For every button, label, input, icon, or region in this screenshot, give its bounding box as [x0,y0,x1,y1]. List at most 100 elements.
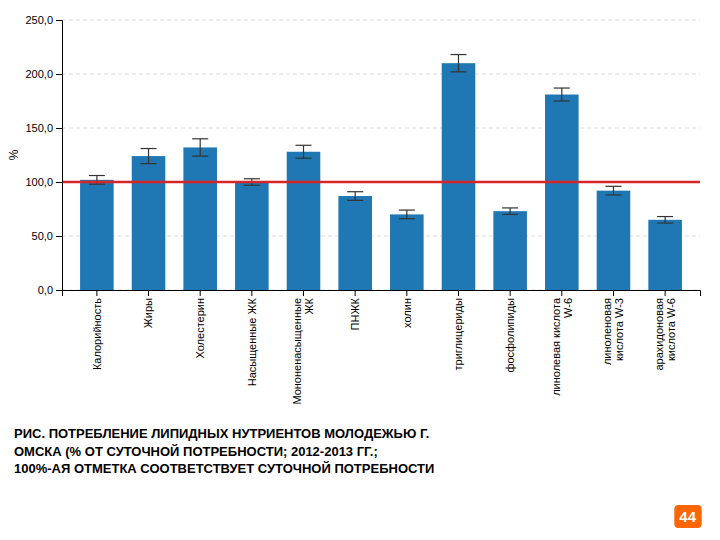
error-bar [192,139,208,156]
x-tick-label-line: W-6 [562,298,574,318]
y-tick-mark [56,74,62,75]
caption-line: РИС. ПОТРЕБЛЕНИЕ ЛИПИДНЫХ НУТРИЕНТОВ МОЛ… [14,426,429,441]
x-tick-label: ПНЖК [349,297,361,330]
x-tick: Жиры [142,290,154,328]
error-bar [657,217,673,223]
error-line [148,149,149,164]
x-tick-mark [200,290,201,296]
error-cap [244,178,260,179]
bar [287,152,321,290]
reference-line [62,181,700,184]
error-line [458,55,459,72]
x-axis: Калорийность Жиры Холестерин Насыщенные ЖК М… [63,290,701,405]
x-tick-label: арахидоноваякислота W-6 [653,298,677,371]
error-cap [399,209,415,210]
y-tick-label: 250,0 [25,14,53,26]
y-tick-mark [56,290,62,291]
x-tick: Холестерин [194,290,206,359]
x-tick-label: Насыщенные ЖК [246,297,258,386]
grid-line [62,74,700,75]
error-cap [554,87,570,88]
x-tick-mark [251,290,252,296]
error-cap [141,163,157,164]
error-cap [450,54,466,55]
error-line [200,139,201,156]
error-cap [502,207,518,208]
y-axis-title: % [7,149,21,160]
x-tick-label-line: фосфолипиды [504,298,516,373]
bar [235,182,269,290]
error-cap [347,200,363,201]
y-tick-mark [56,236,62,237]
x-tick-label-line: линолевая кислота [550,297,562,396]
y-tick: 100,0 [25,176,62,188]
x-tick-label-line: Калорийность [91,298,103,370]
x-tick: триглицериды [452,290,464,371]
x-tick-label-line: ПНЖК [349,297,361,330]
x-tick-label-line: линоленовая [601,298,613,365]
x-tick-label-line: Жиры [142,298,154,328]
error-bar [450,55,466,72]
x-tick: холин [401,290,413,328]
x-tick-mark [303,290,304,296]
y-tick-mark [56,182,62,183]
x-tick-label: линоленоваякислота W-3 [601,298,625,365]
x-tick-label: Холестерин [194,298,206,359]
x-axis-line [63,291,701,297]
x-tick-mark [665,290,666,296]
y-tick: 200,0 [25,68,62,80]
error-bar [141,149,157,164]
bar [442,63,476,290]
error-cap [450,71,466,72]
x-tick-label-line: арахидоновая [653,298,665,371]
y-tick-label: 150,0 [25,122,53,134]
error-cap [554,100,570,101]
x-tick-label: Жиры [142,298,154,328]
error-cap [657,216,673,217]
x-tick-mark [458,290,459,296]
x-tick-label-line: холин [401,298,413,328]
chart: 0,050,0100,0150,0200,0250,0КалорийностьЖ… [0,0,720,540]
error-cap [192,155,208,156]
x-tick-mark [96,290,97,296]
plot-area [62,55,700,290]
error-cap [657,222,673,223]
caption-line: 100%-АЯ ОТМЕТКА СООТВЕТСТВУЕТ СУТОЧНОЙ П… [14,461,434,476]
error-cap [296,145,312,146]
y-tick-label: 200,0 [25,68,53,80]
error-line [510,208,511,214]
error-bar [502,208,518,214]
x-tick: фосфолипиды [504,290,516,373]
x-tick: МононенасыщенныеЖК [291,290,315,405]
x-tick-mark [510,290,511,296]
grid-line [62,20,700,21]
bar [390,214,424,290]
x-tick-mark [406,290,407,296]
x-tick-label-line: кислота W-3 [613,298,625,361]
error-cap [502,214,518,215]
x-tick-mark [613,290,614,296]
error-cap [244,185,260,186]
grid-line [62,182,700,183]
caption-line: ОМСКА (% ОТ СУТОЧНОЙ ПОТРЕБНОСТИ; 2012-2… [14,444,378,459]
error-line [665,217,666,223]
x-tick-label: Калорийность [91,298,103,370]
x-tick-mark [355,290,356,296]
error-line [406,210,407,219]
x-tick: арахидоноваякислота W-6 [653,290,677,371]
bar [493,211,527,290]
error-cap [347,191,363,192]
error-bar [554,88,570,101]
bar [183,147,217,290]
error-bar [296,145,312,158]
error-bar [605,186,621,195]
y-tick-label: 50,0 [32,230,53,242]
x-tick-label-line: кислота W-6 [665,298,677,361]
y-tick-mark [56,20,62,21]
x-tick-label-line: триглицериды [452,298,464,371]
slide-number: 44 [674,505,701,528]
error-cap [605,186,621,187]
bar [597,191,631,290]
x-tick-mark [148,290,149,296]
error-cap [296,158,312,159]
